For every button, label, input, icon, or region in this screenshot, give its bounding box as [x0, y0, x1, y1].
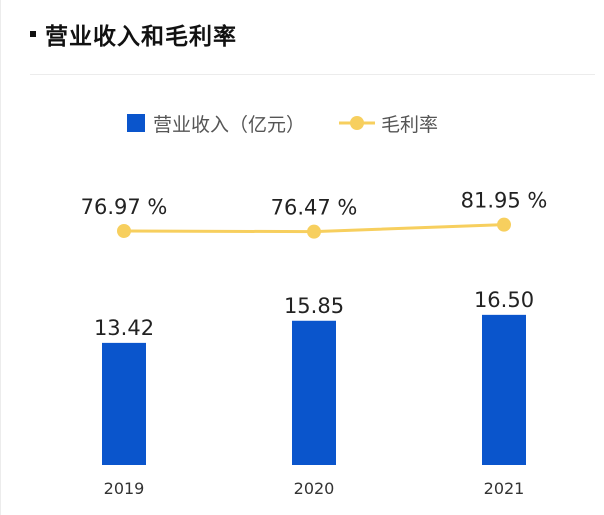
line-series — [117, 217, 511, 239]
chart-header: 营业收入和毛利率 — [30, 14, 237, 54]
legend-revenue-swatch — [127, 114, 145, 132]
legend-item-revenue[interactable]: 营业收入（亿元） — [127, 114, 305, 136]
margin-point-2021[interactable] — [497, 217, 511, 232]
bar-2020[interactable] — [292, 320, 336, 465]
margin-point-2019[interactable] — [117, 224, 131, 238]
card-left-border — [0, 0, 1, 515]
x-tick-2020: 2020 — [294, 479, 335, 498]
bar-label-2021: 16.50 — [474, 288, 534, 312]
legend: 营业收入（亿元） 毛利率 — [127, 114, 438, 136]
x-tick-2021: 2021 — [484, 479, 525, 498]
x-tick-2019: 2019 — [104, 479, 145, 498]
margin-label-2019: 76.97 % — [81, 195, 168, 219]
legend-revenue-label: 营业收入（亿元） — [153, 114, 305, 136]
bar-series — [102, 314, 526, 465]
title-bullet-icon — [30, 31, 36, 37]
legend-item-margin[interactable]: 毛利率 — [339, 114, 438, 136]
margin-label-2020: 76.47 % — [271, 196, 358, 220]
bar-label-2020: 15.85 — [284, 294, 344, 318]
bar-2021[interactable] — [482, 314, 526, 465]
legend-margin-label: 毛利率 — [381, 114, 438, 136]
header-divider — [30, 74, 595, 75]
bar-value-labels: 13.42 15.85 16.50 — [94, 288, 534, 340]
bar-2019[interactable] — [102, 342, 146, 465]
line-value-labels: 76.97 % 76.47 % 81.95 % — [81, 189, 548, 220]
legend-margin-marker — [350, 116, 364, 130]
margin-label-2021: 81.95 % — [461, 189, 548, 213]
margin-point-2020[interactable] — [307, 224, 321, 239]
chart-title: 营业收入和毛利率 — [45, 24, 237, 50]
x-axis: 2019 2020 2021 — [104, 479, 525, 498]
bar-label-2019: 13.42 — [94, 316, 154, 340]
